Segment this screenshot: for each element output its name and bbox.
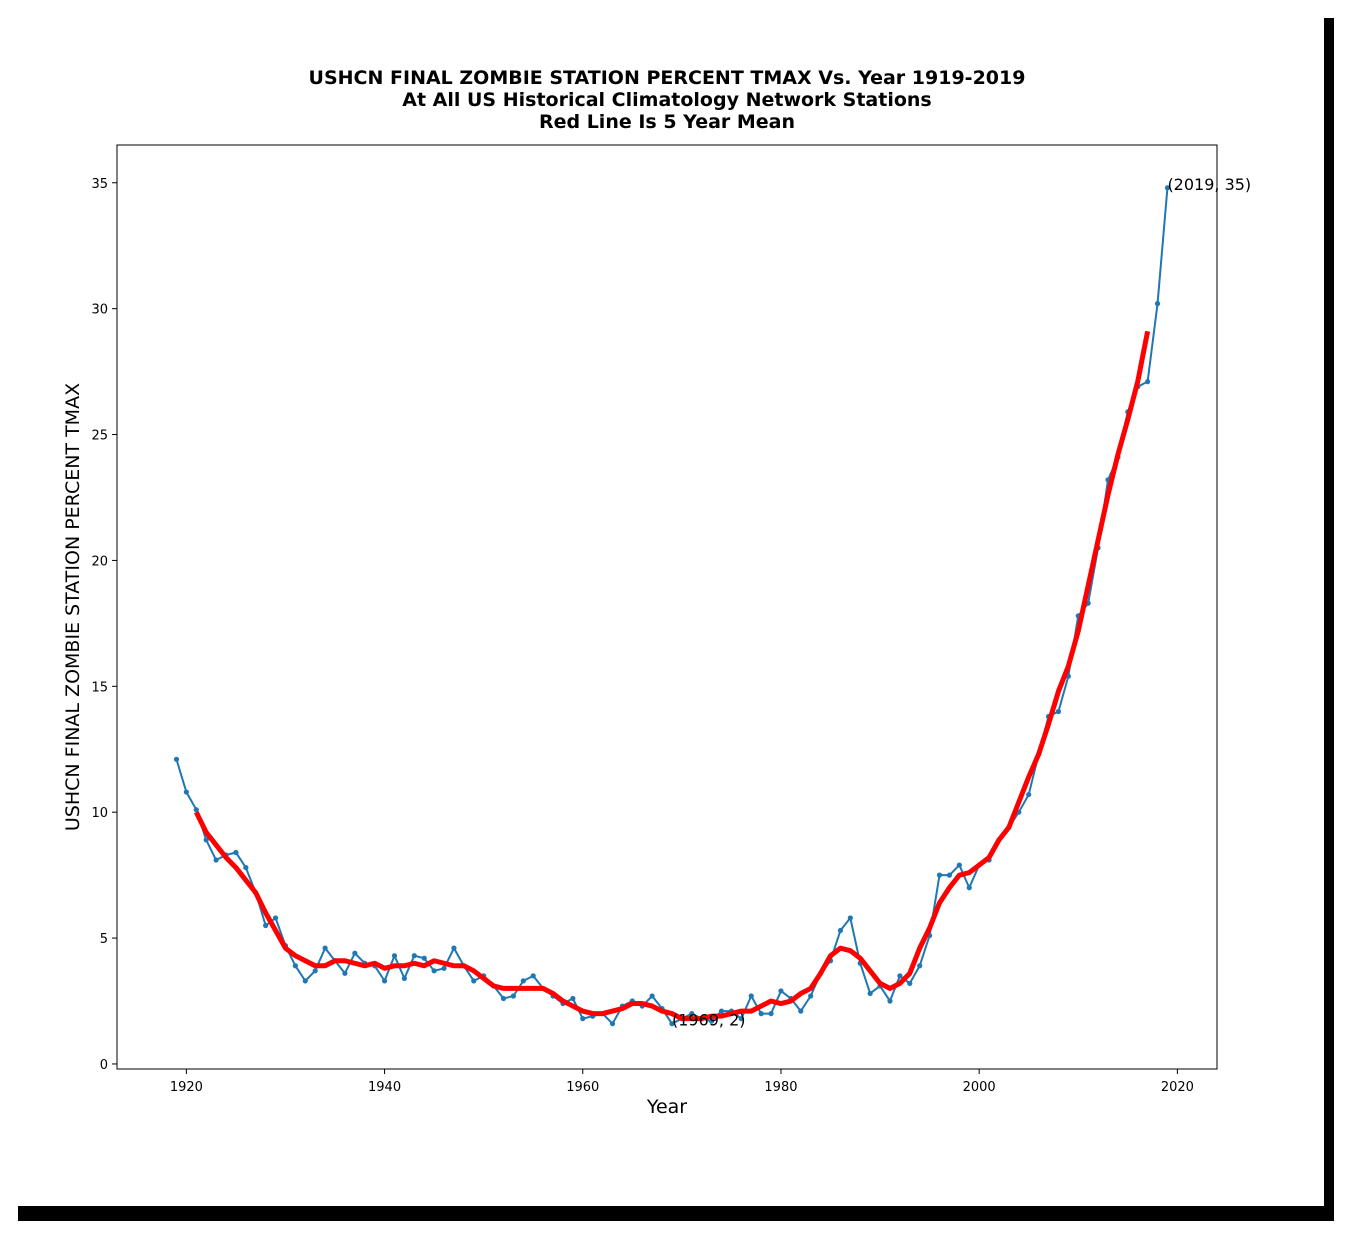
data-point bbox=[1055, 708, 1062, 715]
data-point bbox=[847, 915, 853, 921]
y-tick-label: 35 bbox=[91, 177, 108, 192]
data-point bbox=[738, 1016, 744, 1022]
data-point bbox=[837, 927, 844, 934]
x-axis-label: Year bbox=[646, 1096, 687, 1118]
title-line-2: At All US Historical Climatology Network… bbox=[402, 89, 932, 111]
data-point bbox=[243, 864, 249, 871]
x-tick-label: 1920 bbox=[170, 1080, 203, 1095]
x-tick-label: 1940 bbox=[368, 1080, 401, 1095]
data-point bbox=[520, 978, 526, 984]
data-point bbox=[401, 975, 407, 981]
data-point bbox=[808, 993, 814, 999]
data-point bbox=[946, 872, 953, 878]
data-point bbox=[312, 968, 318, 974]
plot-frame bbox=[116, 144, 1218, 1070]
data-point bbox=[431, 968, 437, 974]
data-point bbox=[956, 862, 962, 868]
data-point bbox=[510, 993, 516, 999]
y-tick-label: 20 bbox=[91, 554, 108, 569]
plot-area bbox=[173, 185, 1171, 1027]
data-point bbox=[272, 915, 279, 921]
y-tick-label: 5 bbox=[100, 932, 108, 947]
y-tick-label: 0 bbox=[100, 1058, 108, 1073]
data-point bbox=[451, 945, 457, 951]
x-axis: 1920 1940 1960 1980 2000 2020 bbox=[170, 1069, 1194, 1095]
data-point bbox=[649, 993, 655, 999]
series-line-5yr-mean bbox=[194, 330, 1151, 1022]
data-point bbox=[689, 1011, 695, 1017]
y-tick-label: 30 bbox=[91, 303, 108, 318]
data-point bbox=[718, 1008, 725, 1014]
data-point bbox=[471, 978, 477, 984]
data-point bbox=[411, 953, 417, 959]
data-point bbox=[213, 857, 219, 863]
data-point bbox=[936, 872, 943, 878]
data-point bbox=[263, 922, 269, 929]
x-tick-label: 1960 bbox=[566, 1080, 599, 1095]
data-point bbox=[917, 963, 923, 969]
point-annotation: (1969, 2) bbox=[672, 1011, 746, 1030]
data-point bbox=[897, 973, 903, 979]
series-line-annual bbox=[175, 187, 1169, 1025]
data-point bbox=[381, 978, 388, 984]
data-point bbox=[798, 1008, 804, 1014]
data-point bbox=[867, 990, 873, 997]
data-point bbox=[421, 955, 427, 961]
title-line-1: USHCN FINAL ZOMBIE STATION PERCENT TMAX … bbox=[309, 67, 1026, 89]
data-point bbox=[887, 998, 893, 1004]
chart-title: USHCN FINAL ZOMBIE STATION PERCENT TMAX … bbox=[309, 67, 1026, 133]
data-point bbox=[322, 945, 328, 951]
x-tick-label: 2000 bbox=[963, 1080, 996, 1095]
data-point bbox=[669, 1021, 675, 1027]
x-tick-label: 1980 bbox=[764, 1080, 797, 1095]
data-point bbox=[580, 1016, 586, 1022]
data-point bbox=[203, 837, 209, 843]
data-point bbox=[1145, 379, 1151, 385]
point-annotation: (2019, 35) bbox=[1167, 175, 1251, 194]
data-point bbox=[530, 973, 536, 979]
data-point bbox=[609, 1021, 616, 1027]
data-point bbox=[1164, 185, 1171, 191]
data-point bbox=[966, 885, 972, 891]
y-tick-label: 10 bbox=[91, 806, 108, 821]
y-tick-label: 15 bbox=[91, 680, 108, 695]
data-point bbox=[292, 963, 298, 969]
y-axis: 0 5 10 15 20 25 30 35 bbox=[91, 177, 117, 1073]
data-point bbox=[907, 980, 913, 987]
data-point bbox=[748, 993, 754, 999]
title-line-3: Red Line Is 5 Year Mean bbox=[539, 111, 795, 133]
data-point bbox=[570, 995, 576, 1002]
data-point bbox=[183, 789, 189, 795]
data-point bbox=[708, 1018, 715, 1024]
data-point bbox=[1154, 301, 1161, 307]
y-axis-label: USHCN FINAL ZOMBIE STATION PERCENT TMAX bbox=[62, 383, 84, 831]
data-point bbox=[352, 950, 358, 956]
data-point bbox=[441, 965, 447, 971]
data-point bbox=[302, 978, 308, 984]
data-point bbox=[193, 807, 199, 813]
data-point bbox=[1026, 791, 1032, 798]
data-point bbox=[778, 988, 784, 994]
data-point bbox=[500, 995, 507, 1002]
annotations: (2019, 35) (1969, 2) bbox=[672, 175, 1251, 1030]
x-tick-label: 2020 bbox=[1161, 1080, 1194, 1095]
data-point bbox=[758, 1011, 764, 1017]
y-tick-label: 25 bbox=[91, 429, 108, 444]
data-point bbox=[768, 1011, 774, 1017]
data-point bbox=[342, 970, 348, 976]
data-point bbox=[391, 953, 398, 959]
data-point bbox=[233, 849, 239, 856]
chart-page bbox=[6, 6, 1324, 1206]
data-point bbox=[173, 756, 180, 762]
